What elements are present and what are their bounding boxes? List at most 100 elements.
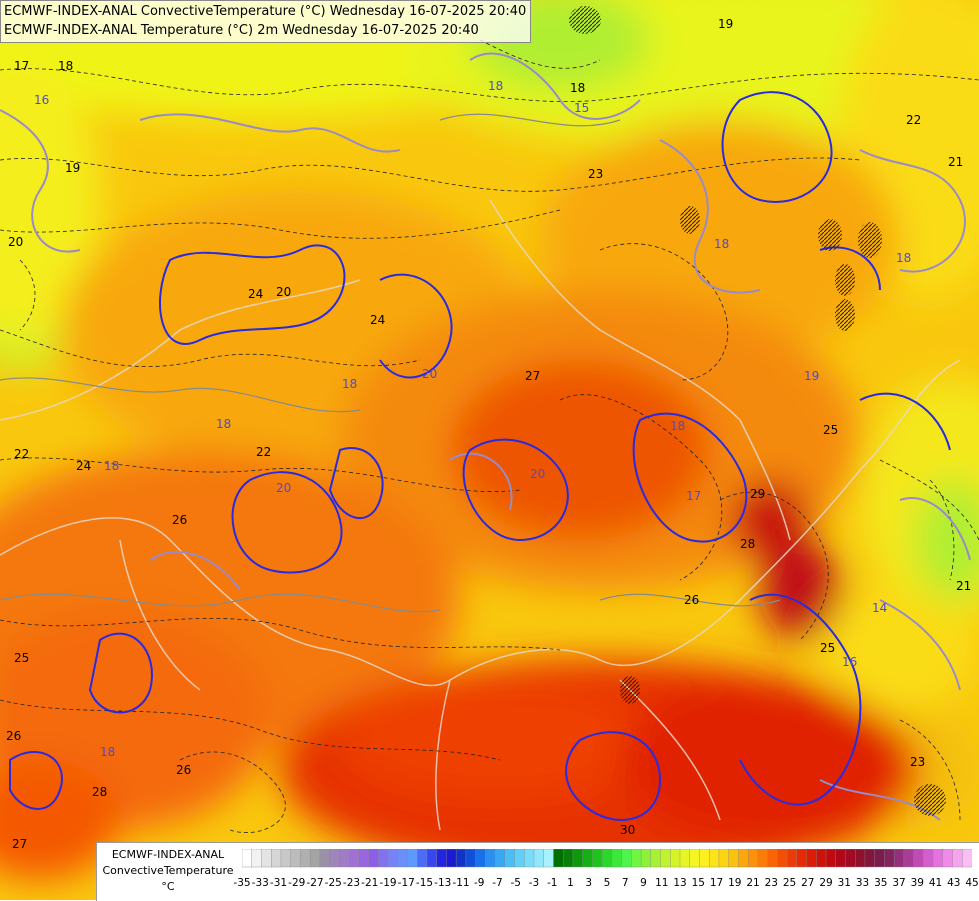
- legend-swatch: [816, 849, 827, 868]
- legend-tick-label: -27: [306, 877, 324, 889]
- iso-label: 24: [76, 459, 91, 473]
- legend-swatch: [485, 849, 496, 868]
- legend-swatch: [728, 849, 739, 868]
- legend-swatch: [709, 849, 720, 868]
- iso-label: 23: [910, 755, 925, 769]
- legend-unit: °C: [161, 880, 175, 893]
- iso-label: 28: [740, 537, 755, 551]
- legend-swatch: [923, 849, 934, 868]
- legend-swatch: [524, 849, 535, 868]
- legend-ticks: -35 -33 -31 -29 -27 -25 -23 -21 -19 -17 -15 -13 -11-…: [233, 877, 979, 893]
- iso-label: 27: [525, 369, 540, 383]
- legend-tick-label: 29: [819, 877, 833, 889]
- temp-label: 18: [216, 417, 231, 431]
- temp-label: 17: [686, 489, 701, 503]
- legend-swatch: [621, 849, 632, 868]
- legend-tick-label: 37: [892, 877, 906, 889]
- legend-swatch: [679, 849, 691, 868]
- iso-label: 18: [570, 81, 585, 95]
- legend-tick-label: -1: [547, 877, 558, 889]
- legend-tick-label: 11: [655, 877, 669, 889]
- legend-swatch: [300, 849, 311, 868]
- legend-swatch: [611, 849, 623, 868]
- legend-swatch: [261, 849, 272, 868]
- legend-tick-label: -31: [269, 877, 288, 889]
- legend-swatch: [884, 849, 895, 868]
- legend-tick-label: 5: [603, 877, 611, 889]
- legend-swatch: [358, 849, 370, 868]
- legend-swatch: [280, 849, 292, 868]
- legend-swatch: [407, 849, 418, 868]
- iso-label: 19: [718, 17, 733, 31]
- legend-swatch: [786, 849, 798, 868]
- legend-tick-label: -35: [233, 877, 251, 889]
- legend-tick-label: -17: [397, 877, 415, 889]
- temp-label: 18: [670, 419, 685, 433]
- legend-tick-label: 21: [746, 877, 760, 889]
- legend-swatch: [699, 849, 710, 868]
- legend-swatch: [601, 849, 613, 868]
- iso-label: 18: [58, 59, 73, 73]
- legend-swatch: [348, 849, 360, 868]
- legend-swatch: [494, 849, 506, 868]
- legend-tick-label: 13: [673, 877, 687, 889]
- legend-swatch: [339, 849, 350, 868]
- legend-tick-label: -11: [452, 877, 470, 889]
- legend-swatch: [309, 849, 321, 868]
- legend-tick-label: -9: [474, 877, 485, 889]
- temp-label: 18: [896, 251, 911, 265]
- legend-swatch: [757, 849, 769, 868]
- iso-label: 26: [176, 763, 191, 777]
- iso-label: 21: [956, 579, 971, 593]
- legend-tick-label: 3: [585, 877, 593, 889]
- iso-label: 29: [750, 487, 765, 501]
- iso-label: 27: [12, 837, 27, 851]
- legend-swatch: [319, 849, 331, 868]
- temp-label: 18: [104, 459, 119, 473]
- legend-title-line-2: ConvectiveTemperature: [102, 864, 234, 877]
- iso-label: 20: [8, 235, 23, 249]
- map-title: ECMWF-INDEX-ANAL ConvectiveTemperature (…: [0, 0, 532, 43]
- temp-label: 14: [872, 601, 887, 615]
- legend-tick-label: 45: [965, 877, 979, 889]
- iso-label: 23: [588, 167, 603, 181]
- iso-label: 22: [256, 445, 271, 459]
- legend-tick-label: 39: [910, 877, 924, 889]
- temp-label: 18: [488, 79, 503, 93]
- legend-swatch: [426, 849, 438, 868]
- gray-isolines: [0, 113, 781, 613]
- legend-tick-label: 31: [837, 877, 851, 889]
- legend-swatch: [806, 849, 817, 868]
- legend-color-bar: [242, 849, 972, 868]
- iso-label: 24: [248, 287, 263, 301]
- legend-swatch: [251, 849, 262, 868]
- legend-tick-label: 23: [764, 877, 778, 889]
- legend-tick-label: 17: [709, 877, 724, 889]
- legend-swatch: [582, 849, 593, 868]
- legend-tick-label: -15: [415, 877, 434, 889]
- legend-title: ECMWF-INDEX-ANAL ConvectiveTemperature °…: [99, 847, 237, 895]
- legend-tick-label: 43: [947, 877, 961, 889]
- temp-label: 20: [422, 367, 437, 381]
- iso-label: 17: [14, 59, 29, 73]
- legend-tick-label: 33: [855, 877, 870, 889]
- legend-swatch: [436, 849, 447, 868]
- temperature-labels: 16 18 18 18 20 20 20 18 18 18 18 17 15 1…: [34, 79, 911, 759]
- legend-swatch: [543, 849, 554, 868]
- legend-swatch: [738, 849, 749, 868]
- legend-swatch: [942, 849, 954, 868]
- legend-tick-label: -21: [361, 877, 379, 889]
- legend-swatch: [650, 849, 662, 868]
- legend-swatch: [689, 849, 700, 868]
- isoline-labels: 17 18 19 20 21 22 23 24 24 25 25 26 26 2…: [6, 17, 971, 851]
- iso-label: 26: [684, 593, 699, 607]
- legend-swatch: [533, 849, 545, 868]
- convective-isolines: [0, 39, 979, 833]
- legend-tick-label: -19: [379, 877, 397, 889]
- legend-swatch: [874, 849, 885, 868]
- legend-swatch: [504, 849, 516, 868]
- title-line-1: ECMWF-INDEX-ANAL ConvectiveTemperature (…: [4, 4, 527, 19]
- iso-label: 25: [820, 641, 835, 655]
- iso-label: 22: [14, 447, 29, 461]
